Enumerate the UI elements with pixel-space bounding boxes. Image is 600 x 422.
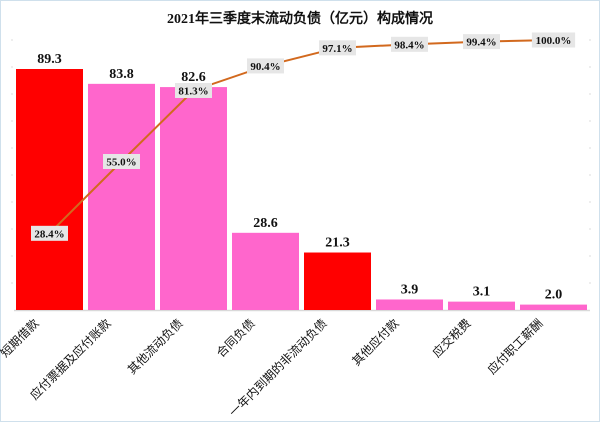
cumulative-label: 99.4%	[463, 34, 500, 50]
bar[interactable]	[16, 69, 83, 310]
svg-text:28.4%: 28.4%	[34, 228, 64, 240]
bar-value-label: 82.6	[181, 70, 206, 85]
bar[interactable]	[448, 301, 515, 310]
bar-value-label: 21.3	[325, 236, 350, 251]
bar-value-label: 2.0	[545, 288, 563, 303]
svg-text:99.4%: 99.4%	[466, 37, 496, 49]
svg-text:97.1%: 97.1%	[322, 43, 352, 55]
bar-value-label: 83.8	[109, 67, 134, 82]
svg-text:55.0%: 55.0%	[106, 157, 136, 169]
category-label: 短期借款	[0, 316, 42, 360]
svg-text:100.0%: 100.0%	[536, 35, 572, 47]
svg-text:81.3%: 81.3%	[178, 85, 208, 97]
chart-title: 2021年三季度末流动负债（亿元）构成情况	[167, 12, 433, 27]
category-label: 应付职工薪酬	[484, 316, 546, 378]
cumulative-label: 100.0%	[531, 32, 576, 48]
svg-text:98.4%: 98.4%	[394, 39, 424, 51]
bar[interactable]	[232, 232, 299, 310]
cumulative-label: 28.4%	[31, 225, 68, 241]
bar[interactable]	[88, 83, 155, 310]
category-label: 应交税费	[429, 316, 474, 361]
category-label: 应付票据及应付账款	[27, 316, 114, 403]
bar[interactable]	[520, 304, 587, 310]
bar[interactable]	[160, 87, 227, 310]
bar[interactable]	[304, 252, 371, 310]
cumulative-label: 90.4%	[247, 58, 284, 74]
cumulative-label: 55.0%	[103, 154, 140, 169]
bar[interactable]	[376, 299, 443, 310]
category-label: 其他流动负债	[125, 316, 186, 377]
cumulative-label: 81.3%	[175, 82, 212, 98]
cumulative-label: 97.1%	[319, 40, 356, 56]
bar-value-label: 89.3	[37, 52, 62, 67]
svg-text:90.4%: 90.4%	[250, 61, 280, 73]
bar-value-label: 3.1	[473, 285, 491, 300]
category-label: 合同负债	[213, 316, 258, 361]
bar-value-label: 28.6	[253, 216, 278, 231]
bar-value-label: 3.9	[401, 282, 419, 297]
cumulative-label: 98.4%	[391, 36, 428, 52]
category-label: 其他应付款	[349, 316, 402, 369]
